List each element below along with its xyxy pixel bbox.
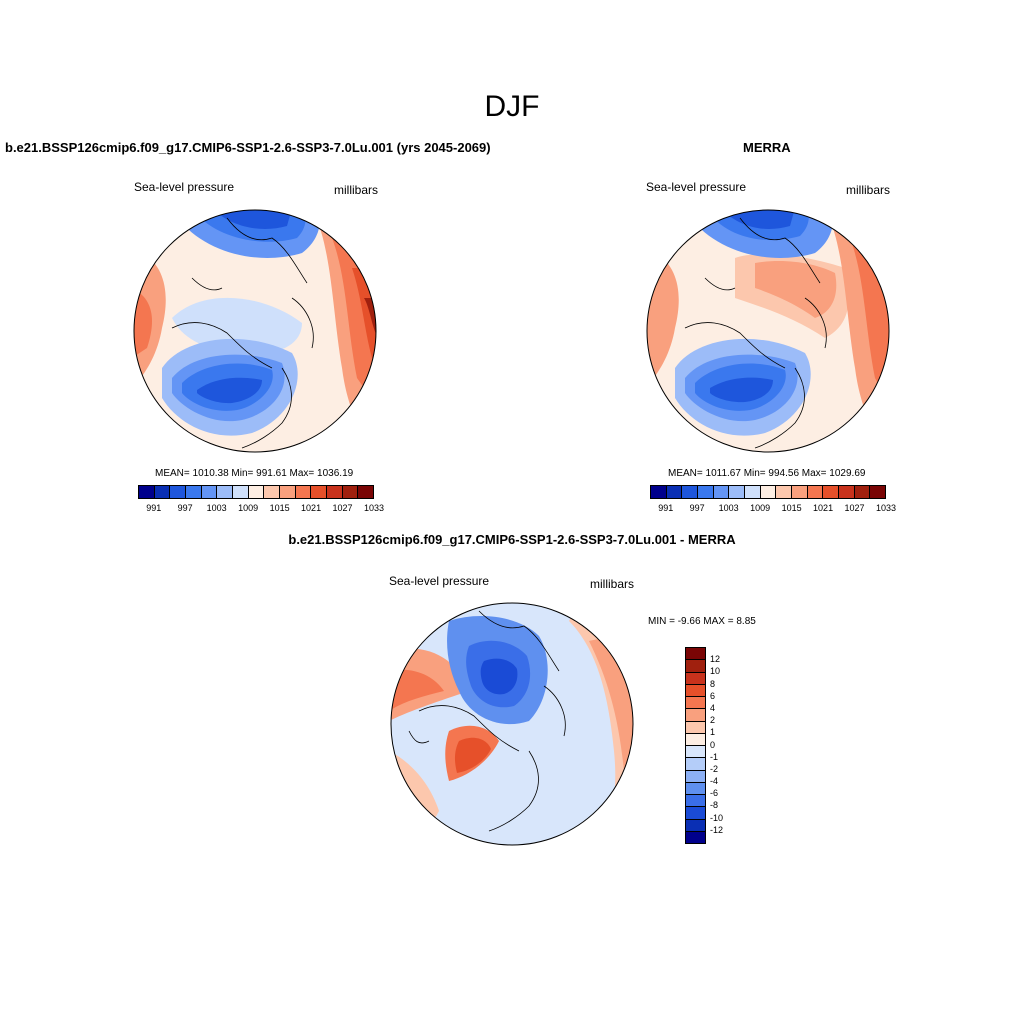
colorbar-cell: [154, 486, 171, 498]
colorbar-cell: [170, 486, 187, 498]
colorbar-tick-label: 1009: [750, 503, 771, 513]
colorbar-cell: [792, 486, 808, 498]
colorbar-tick-label: 10: [710, 666, 721, 677]
colorbar-cell: [686, 697, 705, 710]
colorbar-cell: [745, 486, 761, 498]
colorbar-cell: [342, 486, 359, 498]
diff-polar-map: [390, 602, 634, 846]
colorbar-cell: [686, 782, 705, 795]
colorbar-cell: [139, 486, 155, 498]
colorbar-cell: [686, 733, 705, 746]
colorbar-cell: [186, 486, 202, 498]
colorbar-cell: [686, 746, 705, 759]
colorbar-cell: [686, 672, 705, 685]
colorbar-cell: [217, 486, 234, 498]
diff-panel-title: b.e21.BSSP126cmip6.f09_g17.CMIP6-SSP1-2.…: [288, 532, 736, 547]
colorbar-tick-label: 1009: [238, 503, 259, 513]
colorbar-tick-label: 0: [710, 739, 716, 750]
colorbar-tick-label: 1033: [875, 503, 897, 513]
colorbar-cell: [823, 486, 840, 498]
colorbar-tick-label: 1033: [363, 503, 385, 513]
colorbar-cell: [280, 486, 296, 498]
left-units-label: millibars: [334, 183, 379, 197]
colorbar-tick-label: 991: [658, 503, 674, 513]
colorbar-cell: [686, 831, 705, 843]
main-title: DJF: [484, 90, 540, 123]
diff-units-label: millibars: [590, 577, 635, 591]
colorbar-cell: [233, 486, 249, 498]
right-variable-label: Sea-level pressure: [646, 180, 747, 194]
colorbar-cell: [651, 486, 667, 498]
colorbar-tick-label: 997: [689, 503, 705, 513]
colorbar-cell: [686, 795, 705, 808]
colorbar-cell: [666, 486, 683, 498]
colorbar-tick-label: 6: [710, 690, 716, 701]
colorbar-tick-label: 8: [710, 678, 716, 689]
colorbar-tick-label: 1015: [269, 503, 290, 513]
colorbar-cell: [776, 486, 793, 498]
colorbar-cell: [686, 721, 705, 734]
left-colorbar: [138, 485, 374, 499]
colorbar-tick-label: 1003: [206, 503, 227, 513]
colorbar-tick-label: 2: [710, 715, 716, 726]
colorbar-tick-label: -12: [710, 824, 724, 835]
colorbar-tick-label: -6: [710, 788, 719, 799]
colorbar-tick-label: 1: [710, 727, 716, 738]
right-stats: MEAN= 1011.67 Min= 994.56 Max= 1029.69: [668, 468, 866, 479]
left-polar-map: [133, 209, 377, 453]
colorbar-cell: [854, 486, 871, 498]
colorbar-cell: [327, 486, 343, 498]
right-units-label: millibars: [846, 183, 891, 197]
colorbar-cell: [358, 486, 374, 498]
colorbar-cell: [248, 486, 265, 498]
colorbar-cell: [686, 684, 705, 697]
colorbar-cell: [686, 770, 705, 783]
colorbar-cell: [870, 486, 886, 498]
colorbar-cell: [760, 486, 777, 498]
colorbar-tick-label: -4: [710, 776, 719, 787]
colorbar-cell: [713, 486, 730, 498]
colorbar-tick-label: 12: [710, 654, 721, 665]
colorbar-tick-label: 991: [146, 503, 162, 513]
colorbar-tick-label: 1027: [332, 503, 353, 513]
colorbar-cell: [686, 709, 705, 722]
diff-colorbar: [685, 647, 706, 844]
colorbar-cell: [201, 486, 218, 498]
colorbar-tick-label: -2: [710, 763, 719, 774]
colorbar-tick-label: 1021: [813, 503, 834, 513]
right-panel-title: MERRA: [743, 140, 791, 155]
colorbar-tick-label: 1021: [301, 503, 322, 513]
diff-stats: MIN = -9.66 MAX = 8.85: [648, 616, 756, 627]
colorbar-cell: [686, 660, 705, 673]
colorbar-tick-label: 1027: [844, 503, 865, 513]
colorbar-cell: [686, 648, 705, 661]
colorbar-tick-label: 1003: [718, 503, 739, 513]
colorbar-tick-label: 4: [710, 702, 716, 713]
diff-variable-label: Sea-level pressure: [389, 574, 490, 588]
colorbar-cell: [311, 486, 328, 498]
colorbar-tick-label: -1: [710, 751, 719, 762]
colorbar-tick-label: -10: [710, 812, 724, 823]
colorbar-tick-label: -8: [710, 800, 719, 811]
colorbar-cell: [698, 486, 714, 498]
left-stats: MEAN= 1010.38 Min= 991.61 Max= 1036.19: [155, 468, 354, 479]
right-polar-map: [646, 209, 890, 453]
left-variable-label: Sea-level pressure: [134, 180, 235, 194]
colorbar-cell: [686, 758, 705, 771]
colorbar-tick-label: 997: [177, 503, 193, 513]
colorbar-cell: [839, 486, 855, 498]
left-panel-title: b.e21.BSSP126cmip6.f09_g17.CMIP6-SSP1-2.…: [5, 140, 491, 155]
colorbar-cell: [807, 486, 824, 498]
colorbar-cell: [295, 486, 312, 498]
colorbar-cell: [686, 819, 705, 832]
colorbar-cell: [686, 807, 705, 820]
colorbar-cell: [264, 486, 281, 498]
colorbar-cell: [729, 486, 746, 498]
colorbar-cell: [682, 486, 699, 498]
right-colorbar: [650, 485, 886, 499]
colorbar-tick-label: 1015: [781, 503, 802, 513]
